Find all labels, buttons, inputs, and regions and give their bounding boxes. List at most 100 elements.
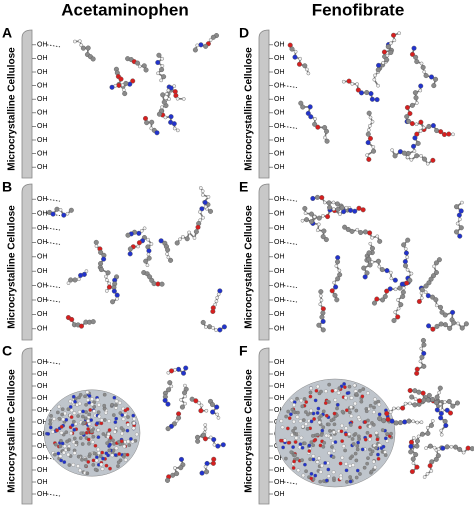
molecule [372,42,394,88]
atom [360,394,365,399]
atom [374,296,380,302]
atom [419,431,425,437]
atom [154,130,160,136]
atom [316,322,322,328]
atom [101,456,105,461]
atom [397,285,403,291]
hydroxyl-label: OH [37,443,48,450]
atom [291,429,295,433]
atom [456,321,460,326]
atom [367,128,371,132]
atom [349,414,354,418]
molecule [200,319,227,333]
atom [65,211,70,216]
hydroxyl-label: OH [274,196,285,203]
atom [100,450,105,455]
atom [76,414,80,418]
atom [405,255,410,259]
panel: E Microcrystalline Cellulose OH OH OH OH OH OH O… [239,179,469,341]
atom [58,207,63,212]
atom [108,442,112,447]
atom [421,397,427,403]
atom [195,43,200,48]
molecule [341,78,380,103]
atom [350,82,355,86]
molecule [189,396,209,414]
atom [323,237,329,243]
atom [215,295,220,300]
atom [320,234,326,240]
atom [136,230,142,236]
atom [392,153,398,159]
hydroxyl-label: OH [37,225,48,232]
atom [159,281,165,287]
atom [371,148,377,154]
atom [72,451,77,455]
atom [93,239,99,245]
hydroxyl-label: OH [37,268,48,275]
atom [391,32,397,38]
atom [97,403,101,407]
atom [163,115,168,120]
atom [199,470,205,476]
atom [400,289,406,295]
atom [425,425,430,430]
atom [402,419,408,425]
atom [62,450,66,455]
atom [392,277,398,283]
atom [373,397,377,402]
hydrogen-bond [283,241,298,245]
atom [352,383,357,388]
atom [314,194,320,200]
atom [381,444,386,449]
atom [332,411,337,416]
atom [203,464,208,469]
atom [97,451,101,455]
atom [422,156,428,162]
hydroxyl-label: OH [37,123,48,130]
atom [407,277,413,283]
hydrogen-bond [283,481,298,485]
hydroxyl-label: OH [37,395,48,402]
atom [411,461,416,465]
atom [211,456,217,462]
atom [91,458,96,463]
atom [438,129,444,135]
atom [118,76,124,82]
atom [310,195,316,201]
atom [430,294,436,300]
atom [430,326,436,332]
atom [80,457,84,462]
atom [393,420,399,426]
atom [72,277,78,283]
atom [369,96,375,102]
hydroxyl-label: OH [274,282,285,289]
molecule [287,42,311,76]
atom [430,396,436,402]
atom [364,90,370,96]
atom [326,200,332,206]
atom [431,83,437,89]
atom [309,219,315,225]
atom [129,437,133,441]
atom [376,62,382,68]
atom [429,74,435,80]
atom [178,456,184,462]
atom [195,438,201,444]
atom [323,401,328,405]
atom [293,440,298,444]
atom [279,419,284,423]
atom [119,426,124,430]
atom [48,425,53,430]
hydroxyl-label: OH [274,42,285,49]
hydroxyl-label: OH [274,359,285,366]
hydroxyl-label: OH [274,164,285,171]
atom [119,439,124,444]
atom [333,398,338,402]
atom [384,410,390,416]
hydroxyl-label: OH [274,55,285,62]
atom [77,395,81,400]
atom [453,444,459,450]
molecule [162,380,174,407]
